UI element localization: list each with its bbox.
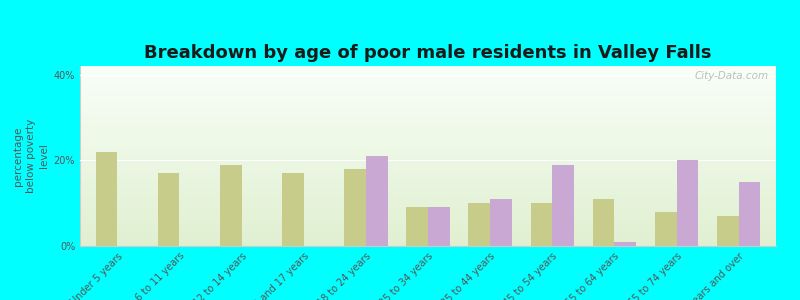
Y-axis label: percentage
below poverty
level: percentage below poverty level xyxy=(13,119,50,193)
Bar xyxy=(552,165,574,246)
Bar xyxy=(406,207,428,246)
Title: Breakdown by age of poor male residents in Valley Falls: Breakdown by age of poor male residents … xyxy=(144,44,712,62)
Bar xyxy=(655,212,677,246)
Bar xyxy=(530,203,552,246)
Bar xyxy=(593,199,614,246)
Bar xyxy=(468,203,490,246)
Bar xyxy=(428,207,450,246)
Text: City-Data.com: City-Data.com xyxy=(695,71,769,81)
Bar xyxy=(95,152,118,246)
Bar xyxy=(717,216,738,246)
Bar xyxy=(366,156,388,246)
Bar xyxy=(490,199,512,246)
Bar xyxy=(344,169,366,246)
Bar xyxy=(738,182,761,246)
Bar xyxy=(282,173,304,246)
Bar xyxy=(677,160,698,246)
Bar xyxy=(220,165,242,246)
Bar xyxy=(158,173,179,246)
Bar xyxy=(614,242,636,246)
